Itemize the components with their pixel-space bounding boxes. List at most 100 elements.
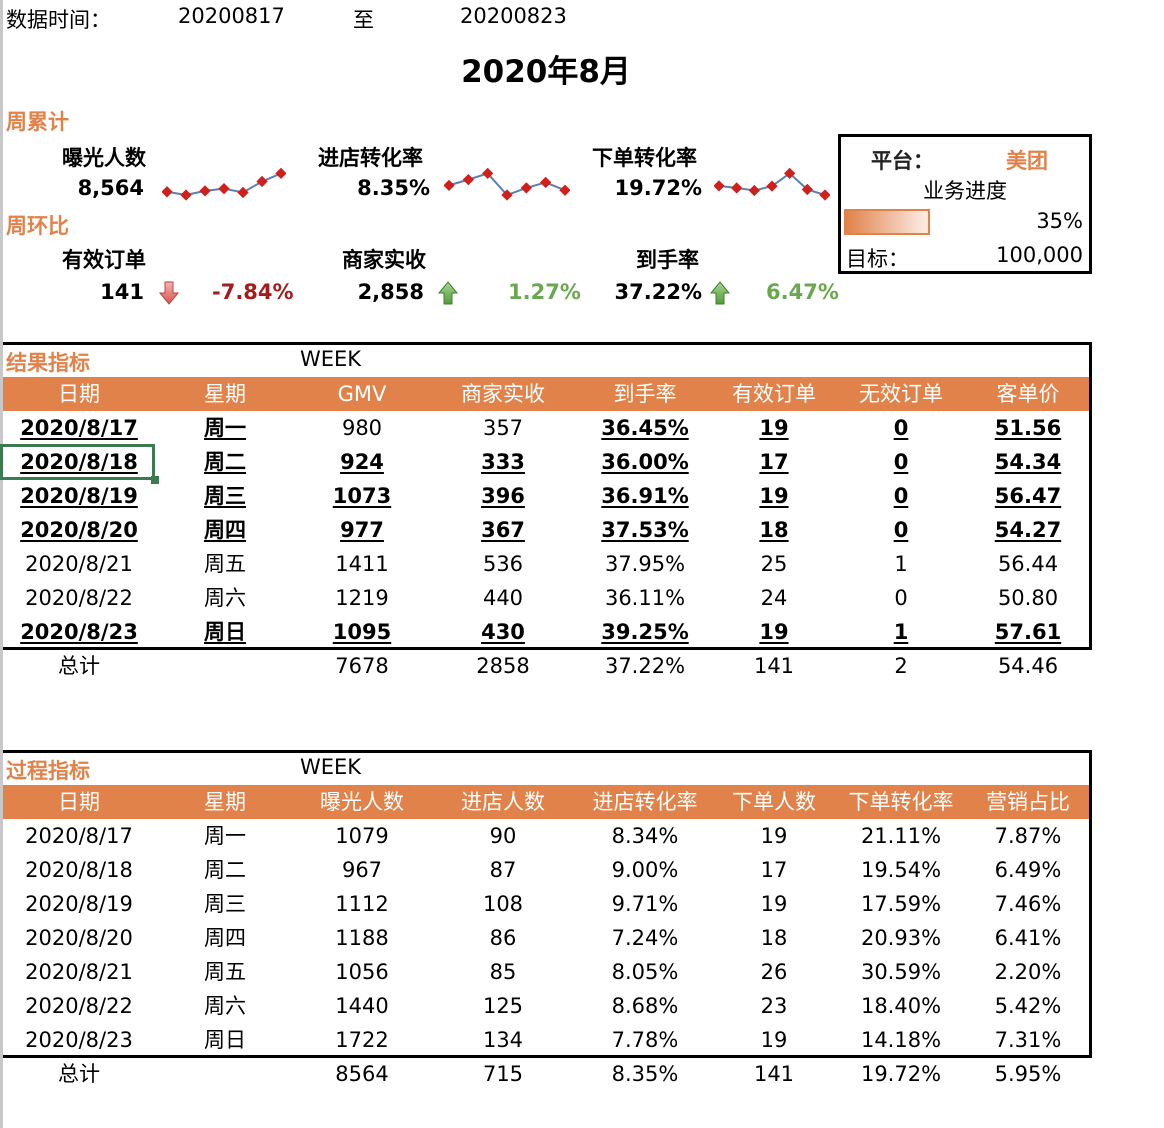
order-users-cell[interactable]: 18: [760, 926, 788, 950]
store-conversion-cell[interactable]: 7.78%: [611, 1028, 679, 1052]
merchant-revenue-cell[interactable]: 536: [482, 552, 524, 576]
total-cell[interactable]: [155, 649, 295, 683]
weekday-cell[interactable]: 周三: [204, 484, 246, 508]
total-cell[interactable]: 7678: [335, 654, 389, 678]
merchant-revenue-cell[interactable]: 396: [481, 484, 525, 508]
date-cell[interactable]: 2020/8/22: [25, 586, 133, 610]
weekday-cell[interactable]: 周二: [204, 858, 246, 882]
weekday-cell[interactable]: 周六: [204, 994, 246, 1018]
order-users-cell[interactable]: 26: [760, 960, 788, 984]
avg-order-value-cell[interactable]: 56.44: [997, 552, 1059, 576]
date-cell[interactable]: 2020/8/23: [25, 1028, 133, 1052]
column-header-store-conversion[interactable]: 进店转化率: [592, 790, 698, 814]
date-cell[interactable]: 2020/8/17: [25, 824, 133, 848]
total-cell[interactable]: 54.46: [997, 654, 1059, 678]
column-header-exposure[interactable]: 曝光人数: [320, 790, 404, 814]
total-cell[interactable]: 715: [482, 1062, 524, 1086]
merchant-revenue-cell[interactable]: 440: [482, 586, 524, 610]
order-users-cell[interactable]: 19: [760, 892, 788, 916]
store-visitors-cell[interactable]: 108: [482, 892, 524, 916]
total-cell[interactable]: 8.35%: [611, 1062, 679, 1086]
store-visitors-cell[interactable]: 85: [489, 960, 517, 984]
store-conversion-cell[interactable]: 8.05%: [611, 960, 679, 984]
column-header-store-visitors[interactable]: 进店人数: [461, 790, 545, 814]
exposure-cell[interactable]: 1722: [335, 1028, 389, 1052]
order-conversion-cell[interactable]: 18.40%: [860, 994, 942, 1018]
marketing-ratio-cell[interactable]: 5.42%: [994, 994, 1062, 1018]
order-conversion-cell[interactable]: 20.93%: [860, 926, 942, 950]
marketing-ratio-cell[interactable]: 7.31%: [994, 1028, 1062, 1052]
exposure-cell[interactable]: 1188: [335, 926, 389, 950]
order-users-cell[interactable]: 19: [760, 1028, 788, 1052]
invalid-orders-cell[interactable]: 1: [894, 552, 908, 576]
marketing-ratio-cell[interactable]: 6.41%: [994, 926, 1062, 950]
exposure-cell[interactable]: 1056: [335, 960, 389, 984]
avg-order-value-cell[interactable]: 54.27: [994, 518, 1062, 542]
column-header-valid-orders[interactable]: 有效订单: [732, 382, 816, 406]
date-cell[interactable]: 2020/8/19: [25, 892, 133, 916]
exposure-cell[interactable]: 1112: [335, 892, 389, 916]
from-date-cell[interactable]: 20200817: [178, 4, 285, 28]
column-header-date[interactable]: 日期: [58, 382, 100, 406]
order-users-cell[interactable]: 17: [760, 858, 788, 882]
weekday-cell[interactable]: 周五: [204, 552, 246, 576]
column-header-invalid-orders[interactable]: 无效订单: [859, 382, 943, 406]
store-conversion-cell[interactable]: 9.71%: [611, 892, 679, 916]
total-cell[interactable]: 5.95%: [994, 1062, 1062, 1086]
store-conversion-cell[interactable]: 9.00%: [611, 858, 679, 882]
column-header-marketing-ratio[interactable]: 营销占比: [986, 790, 1070, 814]
column-header-avg-order-value[interactable]: 客单价: [996, 382, 1060, 406]
order-conversion-cell[interactable]: 17.59%: [860, 892, 942, 916]
date-cell[interactable]: 2020/8/21: [25, 960, 133, 984]
weekday-cell[interactable]: 周三: [204, 892, 246, 916]
total-cell[interactable]: 8564: [335, 1062, 389, 1086]
order-conversion-cell[interactable]: 14.18%: [860, 1028, 942, 1052]
invalid-orders-cell[interactable]: 1: [893, 620, 909, 644]
store-conversion-cell[interactable]: 8.34%: [611, 824, 679, 848]
avg-order-value-cell[interactable]: 54.34: [994, 450, 1062, 474]
date-cell[interactable]: 2020/8/21: [25, 552, 133, 576]
exposure-cell[interactable]: 1079: [335, 824, 389, 848]
date-cell[interactable]: 2020/8/20: [20, 518, 138, 542]
marketing-ratio-cell[interactable]: 7.87%: [994, 824, 1062, 848]
date-cell[interactable]: 2020/8/22: [25, 994, 133, 1018]
take-rate-cell[interactable]: 36.00%: [601, 450, 689, 474]
column-header-order-users[interactable]: 下单人数: [732, 790, 816, 814]
total-cell[interactable]: 141: [753, 654, 795, 678]
total-cell[interactable]: 2858: [476, 654, 530, 678]
gmv-cell[interactable]: 980: [341, 416, 383, 440]
date-cell[interactable]: 2020/8/18: [25, 858, 133, 882]
valid-orders-cell[interactable]: 19: [759, 620, 789, 644]
order-users-cell[interactable]: 23: [760, 994, 788, 1018]
weekday-cell[interactable]: 周二: [204, 450, 246, 474]
weekday-cell[interactable]: 周四: [204, 518, 246, 542]
total-label[interactable]: 总计: [58, 654, 100, 678]
take-rate-cell[interactable]: 37.53%: [601, 518, 689, 542]
platform-value[interactable]: 美团: [1006, 149, 1048, 173]
column-header-weekday[interactable]: 星期: [204, 790, 246, 814]
weekday-cell[interactable]: 周一: [204, 824, 246, 848]
avg-order-value-cell[interactable]: 51.56: [994, 416, 1062, 440]
to-date-cell[interactable]: 20200823: [460, 4, 567, 28]
take-rate-cell[interactable]: 39.25%: [601, 620, 689, 644]
order-conversion-cell[interactable]: 30.59%: [860, 960, 942, 984]
date-cell[interactable]: 2020/8/18: [20, 450, 138, 474]
take-rate-cell[interactable]: 36.11%: [604, 586, 686, 610]
avg-order-value-cell[interactable]: 56.47: [994, 484, 1062, 508]
gmv-cell[interactable]: 1073: [332, 484, 392, 508]
avg-order-value-cell[interactable]: 50.80: [997, 586, 1059, 610]
store-visitors-cell[interactable]: 86: [489, 926, 517, 950]
store-visitors-cell[interactable]: 90: [489, 824, 517, 848]
merchant-revenue-cell[interactable]: 333: [481, 450, 525, 474]
weekday-cell[interactable]: 周日: [204, 1028, 246, 1052]
merchant-revenue-cell[interactable]: 430: [481, 620, 525, 644]
fill-handle[interactable]: [151, 476, 159, 484]
column-header-date[interactable]: 日期: [58, 790, 100, 814]
store-conversion-cell[interactable]: 8.68%: [611, 994, 679, 1018]
store-visitors-cell[interactable]: 134: [482, 1028, 524, 1052]
take-rate-cell[interactable]: 36.91%: [601, 484, 689, 508]
gmv-cell[interactable]: 1095: [332, 620, 392, 644]
take-rate-cell[interactable]: 36.45%: [601, 416, 689, 440]
gmv-cell[interactable]: 977: [340, 518, 384, 542]
order-conversion-cell[interactable]: 21.11%: [860, 824, 942, 848]
